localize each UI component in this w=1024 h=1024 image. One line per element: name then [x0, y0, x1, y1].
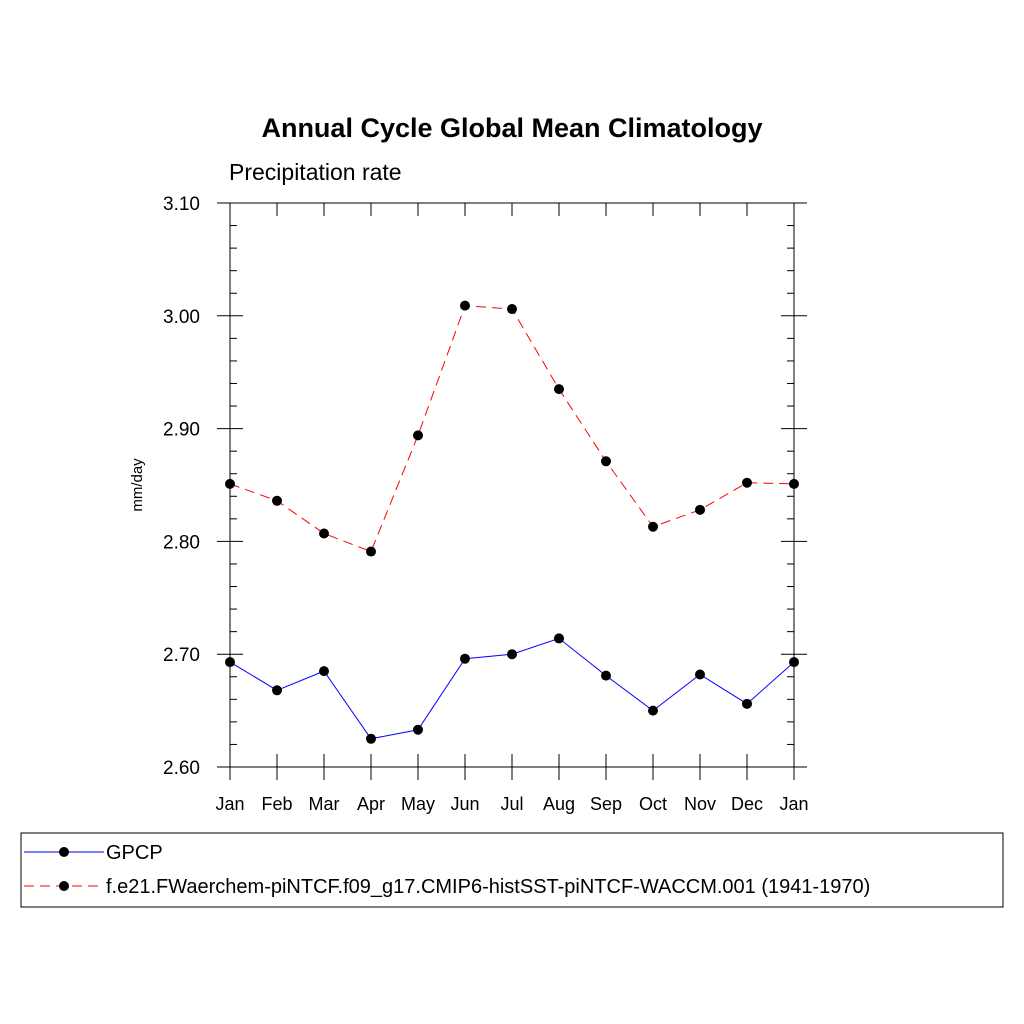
- series-2-point: [601, 456, 611, 467]
- legend-marker-2: [59, 881, 69, 891]
- series-2-point: [413, 430, 423, 441]
- plot-frame: [229, 202, 795, 768]
- y-tick-label: 2.90: [163, 420, 200, 441]
- series-2-point: [695, 504, 705, 515]
- x-tick-label: Nov: [684, 794, 716, 814]
- series-1-point: [554, 633, 564, 644]
- series-2-point: [366, 546, 376, 557]
- series-1-point: [366, 733, 376, 744]
- x-tick-label: Jan: [215, 794, 244, 814]
- series-1-point: [695, 669, 705, 680]
- series-2-point: [554, 384, 564, 395]
- y-tick-label: 3.10: [163, 194, 200, 215]
- x-tick-label: Feb: [261, 794, 292, 814]
- x-tick-label: Jan: [779, 794, 808, 814]
- y-tick-label: 2.80: [163, 532, 200, 553]
- series-2-point: [319, 528, 329, 539]
- x-tick-label: Sep: [590, 794, 622, 814]
- x-tick-label: Oct: [639, 794, 667, 814]
- legend-marker-1: [59, 847, 69, 857]
- y-tick-label: 2.70: [163, 645, 200, 666]
- series-2-point: [507, 304, 517, 315]
- series-1-point: [601, 670, 611, 681]
- series-2-point: [789, 478, 799, 489]
- y-tick-label: 3.00: [163, 307, 200, 328]
- x-tick-label: Dec: [731, 794, 763, 814]
- series-1-point: [272, 685, 282, 696]
- series-2-point: [648, 521, 658, 532]
- x-tick-label: Jul: [500, 794, 523, 814]
- legend: GPCP f.e21.FWaerchem-piNTCF.f09_g17.CMIP6…: [24, 842, 870, 898]
- legend-label-2: f.e21.FWaerchem-piNTCF.f09_g17.CMIP6-his…: [106, 876, 870, 898]
- series-1-point: [507, 649, 517, 660]
- series-2-point: [272, 495, 282, 506]
- series-1-point: [460, 653, 470, 664]
- x-tick-label: Jun: [450, 794, 479, 814]
- y-tick-label: 2.60: [163, 758, 200, 779]
- legend-box: [20, 832, 1004, 908]
- series-1-point: [413, 724, 423, 735]
- legend-label-1: GPCP: [106, 842, 163, 864]
- chart-title: Annual Cycle Global Mean Climatology: [261, 113, 762, 143]
- series-2-point: [460, 300, 470, 311]
- series-2-point: [225, 478, 235, 489]
- series-1-point: [742, 698, 752, 709]
- y-axis-title: mm/day: [129, 458, 146, 512]
- series-1-point: [789, 657, 799, 668]
- axis-ticks: Jan Feb Mar Apr May Jun Jul Aug Sep Oct Nov Dec Jan 2…: [163, 194, 809, 814]
- chart-subtitle: Precipitation rate: [229, 159, 402, 185]
- series-line-2: [229, 305, 795, 553]
- x-tick-label: Mar: [309, 794, 340, 814]
- series-2-point: [742, 477, 752, 488]
- x-tick-label: May: [401, 794, 435, 814]
- x-tick-label: Apr: [357, 794, 385, 814]
- series-layer: [225, 300, 799, 744]
- series-1-point: [319, 666, 329, 677]
- series-1-point: [648, 705, 658, 716]
- x-tick-label: Aug: [543, 794, 575, 814]
- series-1-point: [225, 657, 235, 668]
